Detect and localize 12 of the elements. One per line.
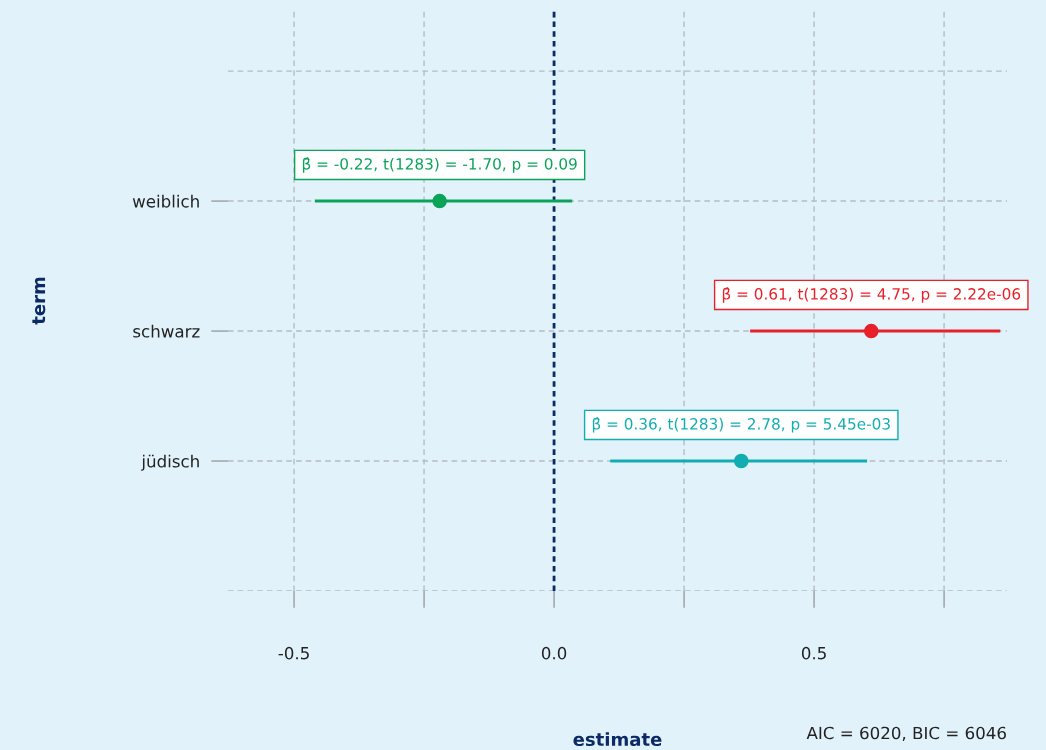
y-tick-label: jüdisch: [141, 454, 199, 471]
y-axis-title: term: [32, 277, 46, 325]
x-tick-label: 0.5: [801, 646, 826, 660]
annotation: β̂ = -0.22, t(1283) = -1.70, p = 0.09: [302, 157, 577, 173]
y-tick-label: weiblich: [132, 194, 199, 208]
text: AIC = 6020, BIC = 6046: [806, 726, 1006, 741]
x-axis-title: estimate: [573, 732, 662, 747]
annotation: β̂ = 0.36, t(1283) = 2.78, p = 5.45e-03: [592, 417, 890, 433]
x-tick-label: -0.5: [278, 646, 309, 660]
x-tick-label: 0.0: [541, 646, 567, 660]
annotation: β̂ = 0.61, t(1283) = 4.75, p = 2.22e-06: [722, 287, 1021, 303]
y-tick-label: schwarz: [133, 324, 200, 338]
